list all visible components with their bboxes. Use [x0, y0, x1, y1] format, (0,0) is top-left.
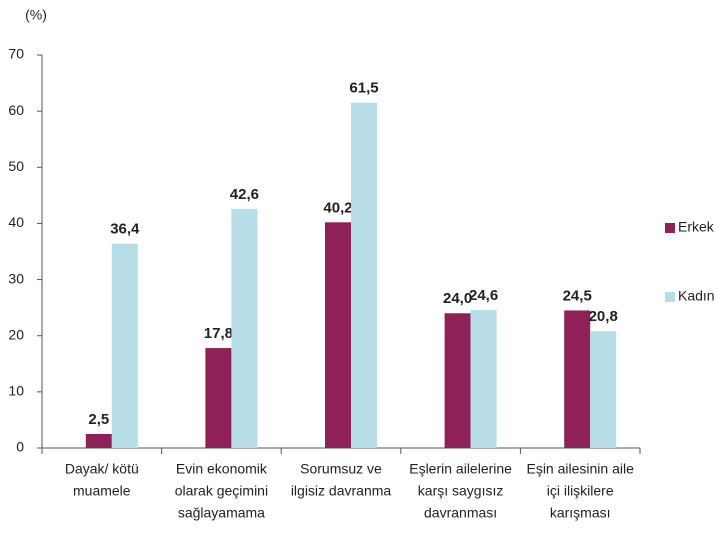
bar	[231, 208, 258, 448]
value-label: 36,4	[110, 221, 140, 238]
y-tick-label: 30	[8, 270, 24, 286]
y-tick-label: 70	[8, 46, 24, 62]
x-tick-label: sağlayamama	[178, 505, 265, 521]
bar	[205, 348, 232, 448]
value-label: 24,0	[443, 290, 472, 307]
x-tick-label: Eşlerin ailelerine	[409, 461, 512, 477]
value-label: 42,6	[230, 186, 259, 203]
bar	[470, 309, 497, 448]
legend-label: Kadın	[678, 288, 715, 304]
value-label: 24,6	[469, 287, 498, 304]
x-tick-label: muamele	[73, 483, 131, 499]
x-tick-label: olarak geçimini	[175, 483, 268, 499]
value-label: 40,2	[323, 199, 352, 216]
bar	[351, 102, 377, 448]
y-tick-label: 60	[8, 102, 24, 118]
bar	[444, 313, 471, 448]
value-label: 61,5	[349, 80, 378, 97]
x-tick-label: Eşin ailesinin aile	[526, 461, 634, 477]
x-tick-label: ilgisiz davranma	[291, 483, 392, 499]
x-tick-label: içi ilişkilere	[547, 483, 614, 499]
bar	[111, 243, 138, 448]
bar	[590, 331, 617, 448]
bar	[564, 310, 591, 448]
y-tick-label: 10	[8, 383, 24, 399]
value-label: 2,5	[88, 411, 109, 428]
y-tick-label: 50	[8, 158, 24, 174]
x-tick-label: karşı saygısız	[418, 483, 504, 499]
legend-swatch	[665, 223, 675, 233]
value-label: 17,8	[204, 325, 233, 342]
value-label: 20,8	[589, 308, 618, 325]
bar	[325, 222, 351, 448]
x-tick-label: Sorumsuz ve	[300, 461, 382, 477]
x-tick-label: davranması	[424, 505, 497, 521]
y-axis-label: (%)	[25, 7, 47, 23]
x-tick-label: Evin ekonomik	[176, 461, 268, 477]
bar	[85, 433, 112, 448]
y-tick-label: 40	[8, 214, 24, 230]
x-tick-label: Dayak/ kötü	[65, 461, 139, 477]
y-tick-label: 20	[8, 326, 24, 342]
y-tick-label: 0	[16, 439, 24, 455]
legend-label: Erkek	[678, 219, 715, 235]
legend-swatch	[665, 292, 675, 302]
value-label: 24,5	[563, 287, 592, 304]
x-tick-label: karışması	[550, 505, 611, 521]
